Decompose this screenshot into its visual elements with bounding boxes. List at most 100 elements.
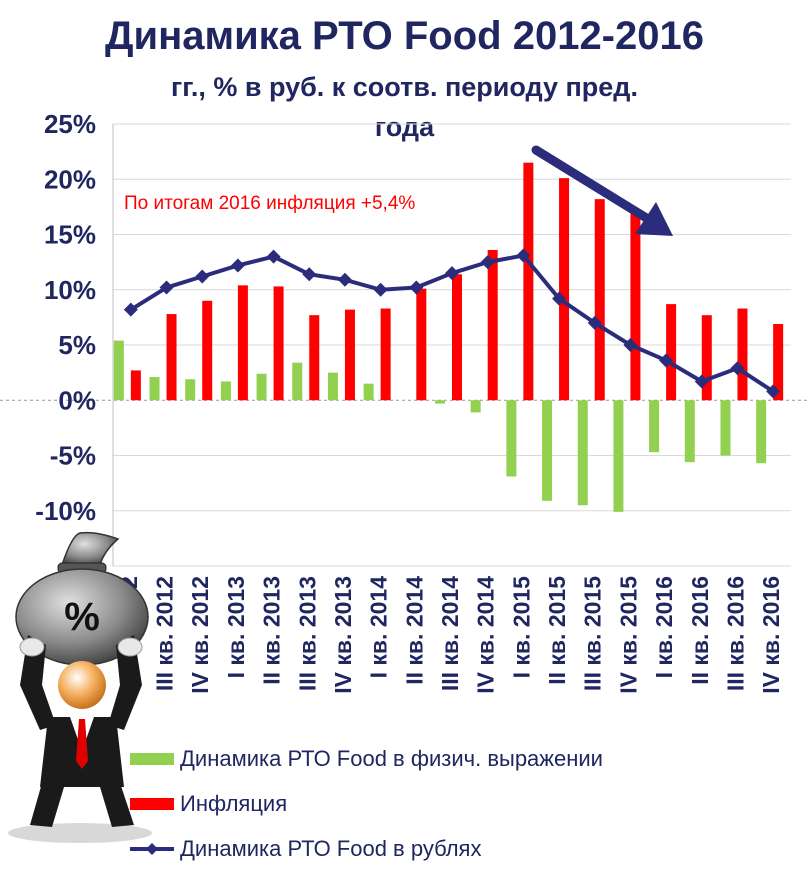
bar-inflation [309, 315, 320, 401]
line-marker [123, 302, 138, 317]
bar-inflation [380, 308, 391, 401]
x-tick-label: IV кв. 2012 [187, 576, 213, 694]
bar-physical [327, 372, 338, 401]
x-tick-label: II кв. 2013 [259, 576, 285, 685]
percent-icon: % [64, 595, 100, 639]
x-tick-label: IV кв. 2015 [615, 576, 641, 694]
line-marker [766, 384, 781, 399]
x-tick-label: I кв. 2014 [366, 576, 392, 679]
bar-inflation [701, 315, 712, 401]
line-marker [337, 272, 352, 287]
bar-inflation [416, 288, 427, 401]
bar-inflation [666, 304, 677, 401]
line-marker [587, 315, 602, 330]
bar-inflation [559, 178, 570, 401]
chart-plot: 25%20%15%10%5%0%-5%-10%-15 II кв. 2012II… [0, 109, 809, 694]
trend-arrow-icon [531, 145, 673, 236]
bar-inflation [166, 314, 177, 401]
line-marker [552, 291, 567, 306]
line-marker [373, 282, 388, 297]
line-marker [266, 249, 281, 264]
chart-title: Динамика РТО Food 2012-2016 [104, 14, 704, 58]
bar-physical [577, 400, 588, 506]
chart-subtitle-line-2: года [374, 112, 435, 142]
y-tick-label: 5% [58, 330, 96, 360]
y-axis-ticks: 25%20%15%10%5%0%-5%-10%-15 [35, 109, 96, 581]
y-tick-label: 0% [58, 385, 96, 415]
line-marker [409, 280, 424, 295]
line-marker [659, 353, 674, 368]
line-marker [730, 361, 745, 376]
legend-label: Динамика РТО Food в физич. выражении [180, 746, 603, 771]
ruble-line [123, 248, 781, 399]
bar-inflation [452, 274, 462, 401]
bar-physical [542, 400, 553, 501]
x-tick-label: IV кв. 2014 [473, 576, 499, 694]
bar-inflation [737, 308, 748, 401]
bar-physical [720, 400, 731, 456]
inflation-annotation: По итогам 2016 инфляция +5,4% [124, 193, 415, 214]
bar-physical [220, 381, 231, 401]
x-tick-label: II кв. 2016 [687, 576, 713, 685]
legend-label: Динамика РТО Food в рублях [180, 836, 482, 861]
y-tick-label: 25% [44, 109, 96, 139]
bar-inflation [130, 370, 141, 401]
bar-physical [292, 362, 303, 401]
x-tick-label: III кв. 2015 [580, 576, 606, 691]
line-marker [694, 374, 709, 389]
x-tick-label: IV кв. 2016 [758, 576, 784, 694]
x-tick-label: III кв. 2013 [294, 576, 320, 691]
bar-inflation [630, 213, 641, 401]
bar-physical [185, 379, 196, 401]
bar-inflation [273, 286, 284, 401]
bar-physical [613, 400, 624, 512]
x-tick-label: II кв. 2015 [544, 576, 570, 685]
money-bag-man-illustration: % [8, 531, 152, 843]
bar-physical [363, 383, 374, 401]
line-marker [302, 267, 317, 282]
bar-inflation [523, 162, 534, 401]
bar-physical [149, 377, 160, 401]
y-tick-label: -5% [50, 441, 96, 471]
bar-physical [506, 400, 517, 477]
legend-swatch-red [130, 798, 174, 810]
bar-inflation [773, 324, 784, 401]
line-marker [445, 266, 459, 281]
x-tick-label: III кв. 2014 [437, 576, 463, 691]
line-marker [195, 269, 210, 284]
bar-physical [684, 400, 695, 463]
legend-swatch-green [130, 753, 174, 765]
line-marker [480, 255, 495, 270]
line-marker [516, 248, 531, 263]
x-tick-label: IV кв. 2013 [330, 576, 356, 694]
line-marker [159, 280, 174, 295]
x-tick-label: I кв. 2015 [508, 576, 534, 679]
bar-physical [756, 400, 767, 464]
x-tick-label: I кв. 2013 [223, 576, 249, 678]
y-tick-label: 20% [44, 164, 96, 194]
x-tick-label: II кв. 2014 [401, 576, 427, 685]
legend-label: Инфляция [180, 791, 288, 816]
line-marker [623, 338, 638, 352]
bar-physical [256, 373, 267, 401]
legend-item-physical: Динамика РТО Food в физич. выражении [130, 744, 603, 774]
y-tick-label: -10% [35, 496, 96, 526]
y-tick-label: 15% [44, 220, 96, 250]
bar-inflation [594, 199, 605, 401]
bar-inflation [202, 300, 213, 401]
bar-inflation [237, 285, 248, 401]
x-tick-label: III кв. 2016 [722, 576, 748, 691]
legend-item-inflation: Инфляция [130, 789, 287, 819]
chart-subtitle-line-1: гг., % в руб. к соотв. периоду пред. [171, 72, 638, 102]
bar-inflation [487, 249, 498, 401]
bars [113, 162, 784, 512]
legend-swatch-line [130, 843, 174, 855]
y-tick-label: 10% [44, 275, 96, 305]
legend-item-rubles: Динамика РТО Food в рублях [130, 834, 481, 864]
x-tick-label: I кв. 2016 [651, 576, 677, 678]
bar-physical [470, 400, 481, 413]
x-tick-label: III кв. 2012 [152, 576, 178, 691]
bar-physical [435, 400, 445, 404]
